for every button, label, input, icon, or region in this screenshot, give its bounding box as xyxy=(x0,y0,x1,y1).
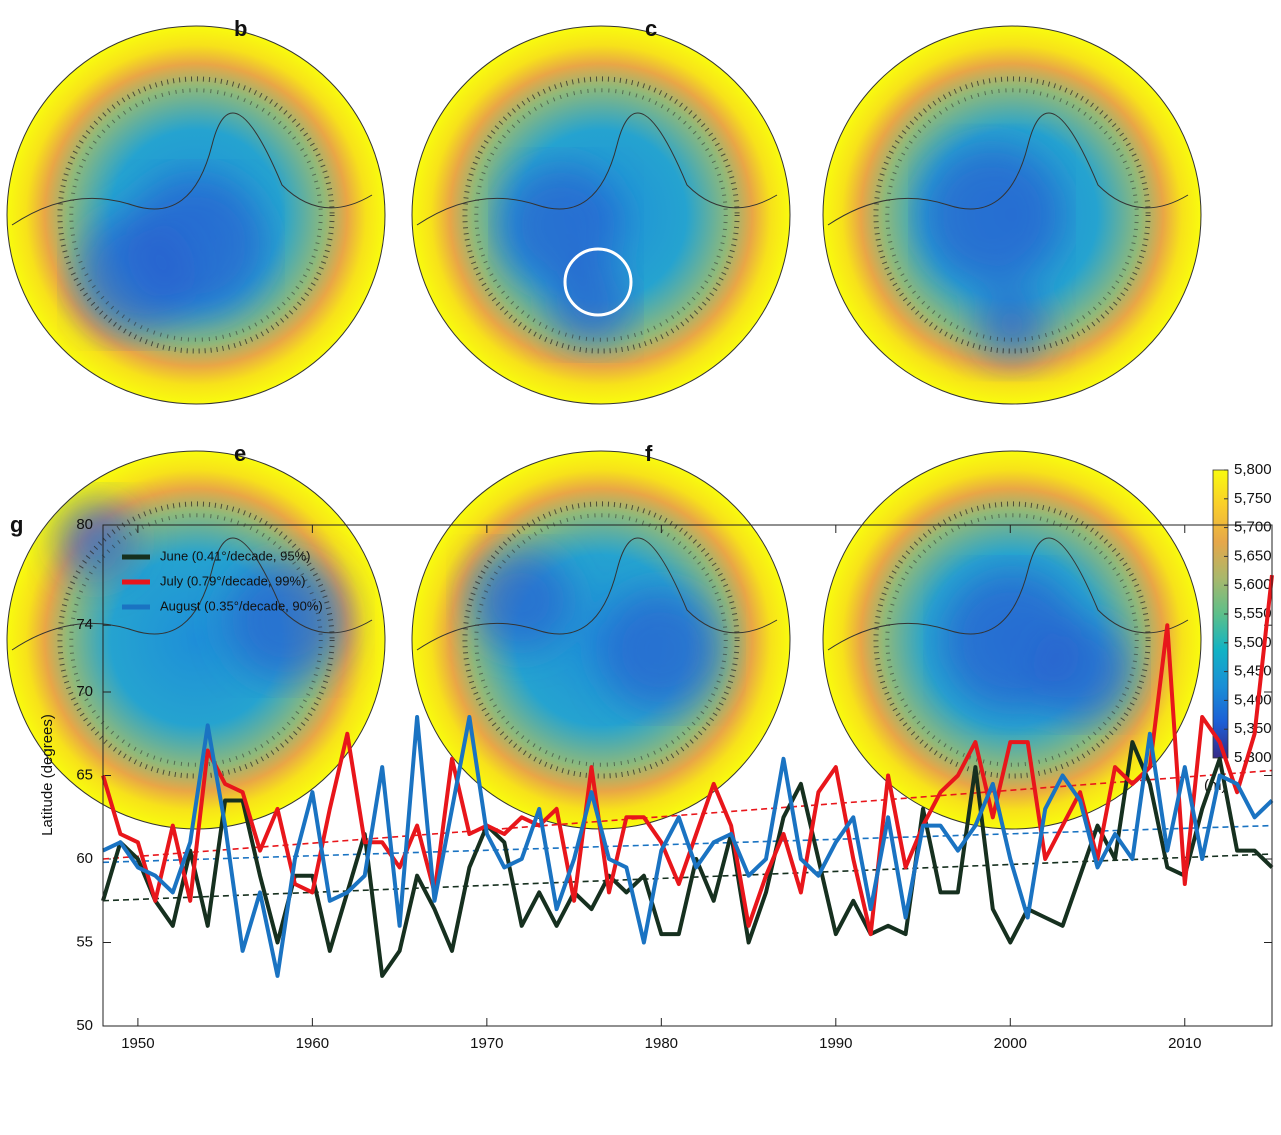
legend-label: July (0.79°/decade, 99%) xyxy=(160,573,305,588)
map-blobs xyxy=(922,145,1062,360)
panel-label: b xyxy=(234,16,247,41)
tick-label: 5,550 xyxy=(1234,605,1272,622)
y-tick-label: 74 xyxy=(76,616,93,633)
maps: abcdef xyxy=(6,16,1202,830)
tick-label: 5,350 xyxy=(1234,720,1272,737)
series-line xyxy=(102,715,1274,978)
tick-label: 5,450 xyxy=(1234,663,1272,680)
panel-label: c xyxy=(645,16,657,41)
map-border xyxy=(822,450,1202,830)
trend-line xyxy=(102,853,1273,902)
tick-label: 5,600 xyxy=(1234,576,1272,593)
significance-ring xyxy=(873,76,1151,354)
legend-label: August (0.35°/decade, 90%) xyxy=(160,598,323,613)
panel-label: e xyxy=(234,441,246,466)
significance-ring xyxy=(462,501,740,779)
low-height-area xyxy=(1032,620,1132,720)
significance-ring xyxy=(474,513,728,767)
significance-ring xyxy=(57,501,335,779)
x-tick-label: 1980 xyxy=(645,1035,678,1052)
coastline xyxy=(416,112,778,226)
x-tick-label: 1960 xyxy=(296,1035,329,1052)
plot-frame xyxy=(102,524,1273,1027)
significance-ring xyxy=(885,88,1139,342)
tick-label: 5,800 xyxy=(1234,461,1272,478)
panel-label: g xyxy=(10,512,23,537)
y-tick-label: 60 xyxy=(76,850,93,867)
map-border xyxy=(411,25,791,405)
significance-ring xyxy=(873,501,1151,779)
y-tick-label: 55 xyxy=(76,933,93,950)
series-line xyxy=(101,740,1274,978)
x-tick-label: 2000 xyxy=(994,1035,1027,1052)
significance-ring xyxy=(462,76,740,354)
y-tick-label: 65 xyxy=(76,766,93,783)
low-height-area xyxy=(977,290,1047,360)
map-blobs xyxy=(501,165,631,345)
colorbar: 5,3005,3505,4005,4505,5005,5505,6005,650… xyxy=(1204,461,1272,794)
low-height-area xyxy=(56,500,136,580)
line-chart: g Latitude (degrees) 50 55 60 65 70 74 80 1950 196… xyxy=(10,512,1274,1052)
coastline xyxy=(827,537,1189,651)
tick-label: 5,750 xyxy=(1234,490,1272,507)
tick-label: 5,300 xyxy=(1234,749,1272,766)
x-tick-label: 1950 xyxy=(121,1035,154,1052)
low-height-area xyxy=(551,265,631,345)
legend-label: June (0.41°/decade, 95%) xyxy=(160,548,310,563)
tick-label: 5,650 xyxy=(1234,547,1272,564)
x-tick-label: 1970 xyxy=(470,1035,503,1052)
low-height-area xyxy=(501,165,621,285)
panel-label: f xyxy=(645,441,653,466)
low-height-area xyxy=(226,560,346,680)
coastline xyxy=(416,537,778,651)
significance-ring xyxy=(885,513,1139,767)
map-blobs xyxy=(471,550,721,710)
map-border xyxy=(6,25,386,405)
coastline xyxy=(11,112,373,226)
map-blobs xyxy=(76,175,266,335)
y-tick-label: 70 xyxy=(76,683,93,700)
tick-label: 5,700 xyxy=(1234,519,1272,536)
low-height-area xyxy=(471,550,571,650)
map-border xyxy=(822,25,1202,405)
significance-ring xyxy=(474,88,728,342)
map-border xyxy=(6,450,386,830)
x-tick-label: 1990 xyxy=(819,1035,852,1052)
y-tick-label: 50 xyxy=(76,1017,93,1034)
highlight-circle xyxy=(563,247,633,317)
coastline xyxy=(11,537,373,651)
significance-ring xyxy=(69,513,323,767)
map-blobs xyxy=(942,570,1132,720)
x-tick-label: 2010 xyxy=(1168,1035,1201,1052)
low-height-area xyxy=(922,145,1062,285)
tick-label: 5,400 xyxy=(1234,691,1272,708)
significance-ring xyxy=(57,76,335,354)
map-blobs xyxy=(56,500,346,680)
map-disc xyxy=(412,451,790,829)
y-tick-label: 80 xyxy=(76,516,93,533)
coastline xyxy=(827,112,1189,226)
significance-ring xyxy=(69,88,323,342)
low-height-area xyxy=(76,215,196,335)
low-height-area xyxy=(601,590,721,710)
y-axis-label: Latitude (degrees) xyxy=(39,714,56,836)
